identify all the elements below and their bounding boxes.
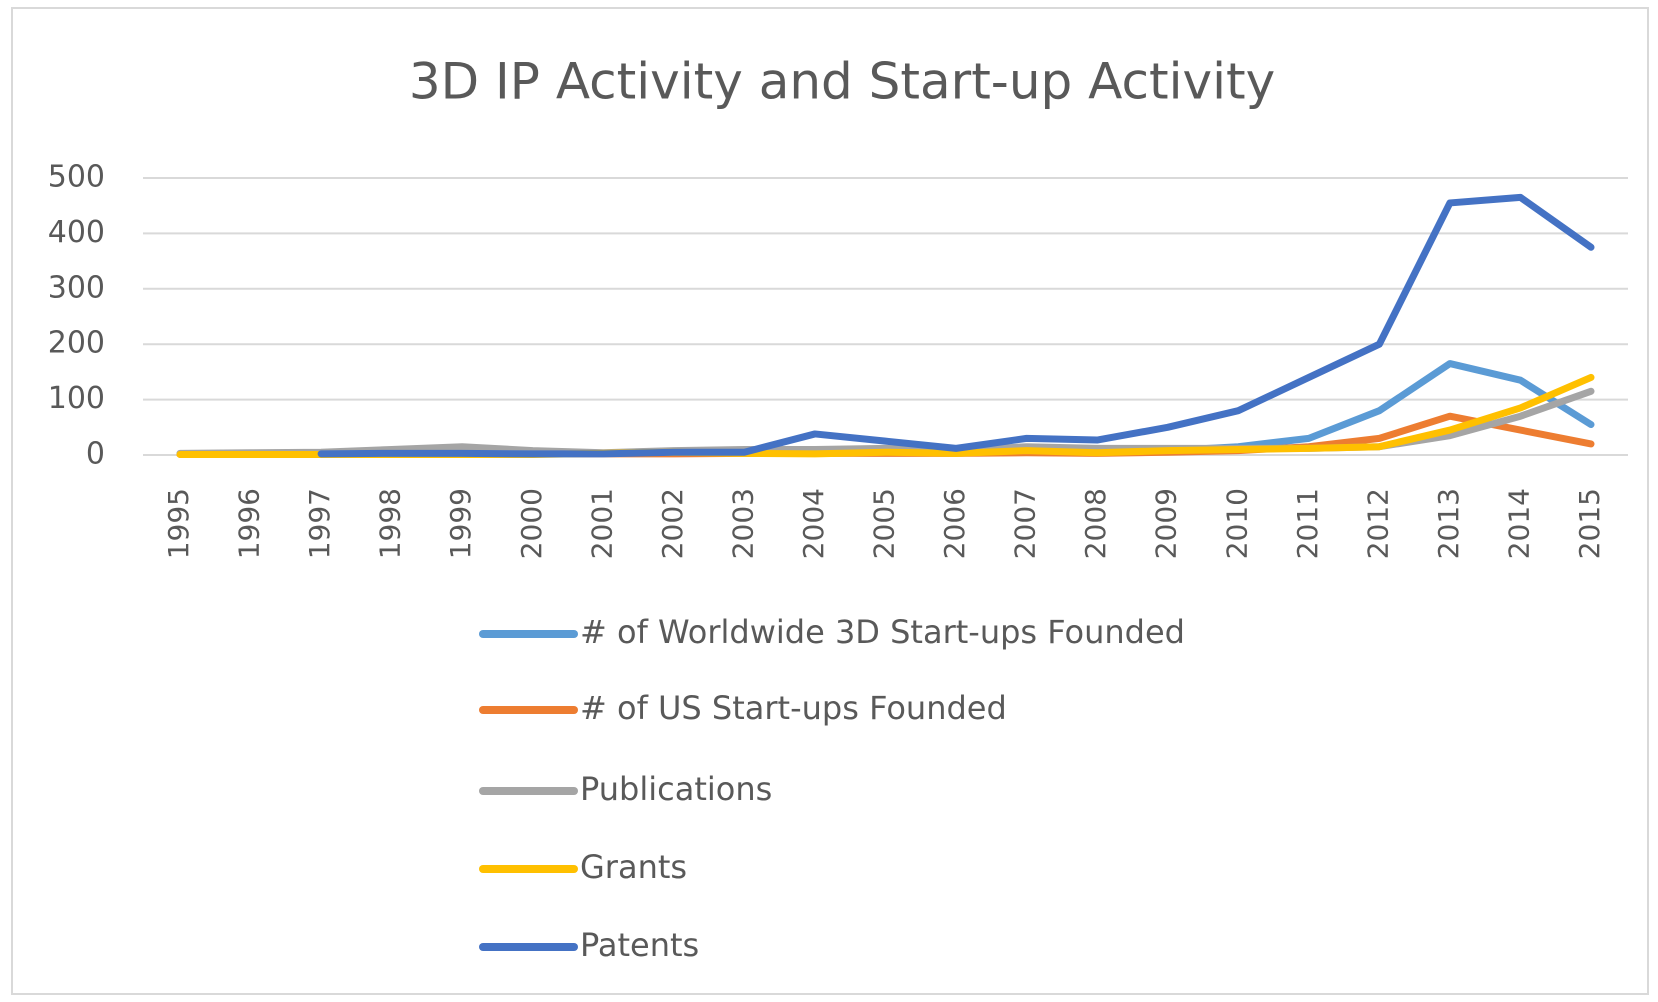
x-tick-label: 2002	[656, 488, 689, 559]
legend-label: # of Worldwide 3D Start-ups Founded	[580, 613, 1185, 651]
x-tick-label: 2004	[797, 488, 830, 559]
x-tick-label: 1998	[374, 488, 407, 559]
x-tick-label: 2008	[1079, 488, 1112, 559]
x-tick-label: 2007	[1009, 488, 1042, 559]
y-tick-label: 200	[48, 326, 105, 361]
chart-border	[11, 7, 1649, 995]
x-tick-label: 2013	[1432, 488, 1465, 559]
x-tick-label: 2003	[726, 488, 759, 559]
legend-label: Grants	[580, 848, 687, 886]
y-tick-label: 500	[48, 160, 105, 195]
chart-title: 3D IP Activity and Start-up Activity	[409, 53, 1275, 111]
y-tick-label: 300	[48, 270, 105, 305]
legend-label: Patents	[580, 926, 699, 964]
series-line	[317, 193, 1595, 458]
x-tick-label: 1999	[444, 488, 477, 559]
legend-label: Publications	[580, 770, 772, 808]
x-tick-label: 2015	[1573, 488, 1606, 559]
x-tick-label: 1996	[233, 488, 266, 559]
y-tick-label: 0	[86, 437, 105, 472]
x-tick-label: 1997	[303, 488, 336, 559]
x-tick-label: 2012	[1361, 488, 1394, 559]
y-tick-label: 100	[48, 381, 105, 416]
x-tick-label: 1995	[162, 488, 195, 559]
legend-label: # of US Start-ups Founded	[580, 689, 1007, 727]
x-tick-label: 2006	[938, 488, 971, 559]
x-tick-label: 2000	[515, 488, 548, 559]
x-tick-label: 2014	[1502, 488, 1535, 559]
x-tick-label: 2005	[868, 488, 901, 559]
x-tick-label: 2009	[1150, 488, 1183, 559]
x-tick-label: 2001	[585, 488, 618, 559]
x-tick-label: 2010	[1220, 488, 1253, 559]
y-tick-label: 400	[48, 215, 105, 250]
x-tick-label: 2011	[1291, 488, 1324, 559]
